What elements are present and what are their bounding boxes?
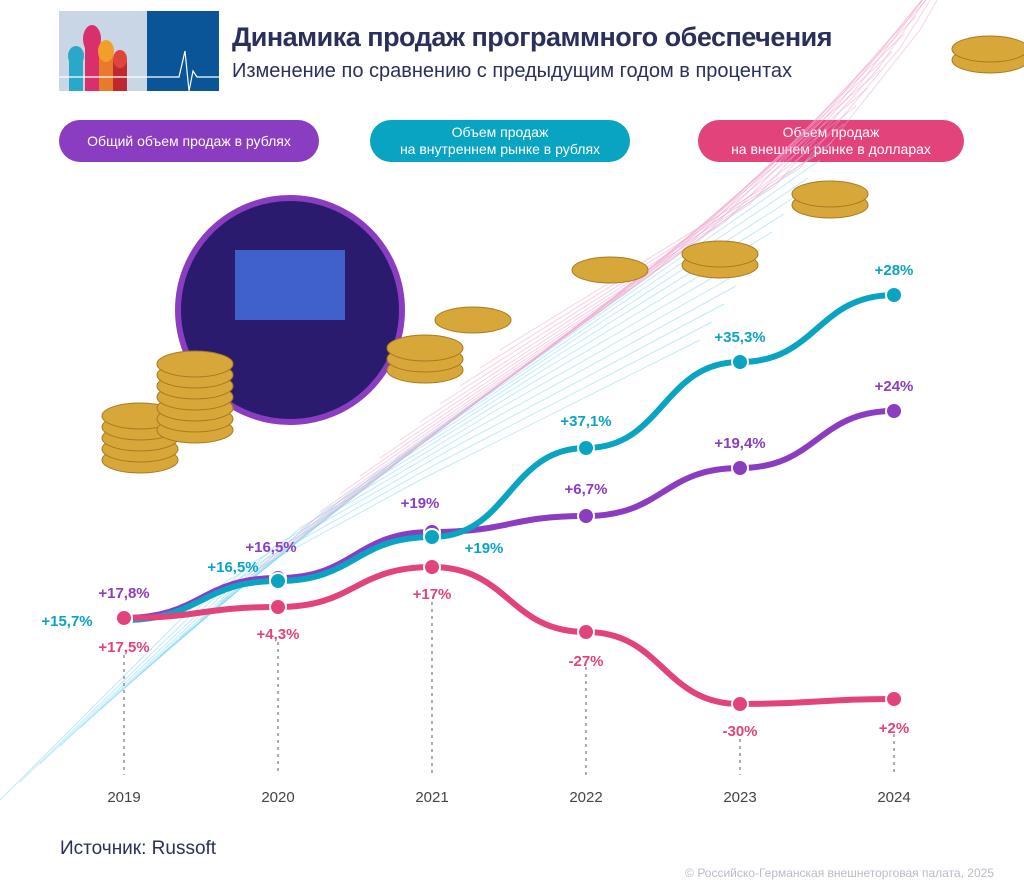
data-label: +17,8% [98,585,149,602]
legend-total: Общий объем продаж в рублях [59,120,319,162]
data-point [577,439,595,457]
data-label: +16,5% [245,539,296,556]
data-point [731,459,749,477]
data-label: +17,5% [98,639,149,656]
data-point [885,402,903,420]
coin-icon [951,35,1024,63]
circuit-line [39,303,725,765]
x-tick-label: 2022 [569,789,602,806]
legend-domestic: Объем продаж на внутреннем рынке в рубля… [370,120,630,162]
circuit-line [79,267,749,729]
data-point [885,286,903,304]
copyright: © Российско-Германская внешнеторговая па… [685,866,994,880]
logo [59,11,219,91]
series-line-1 [121,292,897,623]
data-label: +28% [875,262,914,279]
data-label: +19,4% [714,435,765,452]
data-label: +4,3% [257,626,300,643]
coin-icon [434,306,512,334]
legend-domestic-label: Объем продаж на внутреннем рынке в рубля… [399,124,601,157]
legend-total-label: Общий объем продаж в рублях [87,132,291,149]
data-label: +37,1% [560,413,611,430]
circuit-line [0,339,701,801]
data-label: +19% [465,540,504,557]
x-tick-label: 2024 [877,789,910,806]
data-label: +19% [401,495,440,512]
x-tick-label: 2021 [415,789,448,806]
data-label: +15,7% [41,613,92,630]
circuit-line [419,0,923,423]
coin-icon [156,350,234,378]
data-point [577,507,595,525]
circuit-line [19,321,713,783]
coin-icon [791,180,869,208]
circuit-line [59,285,737,747]
data-point [577,623,595,641]
legend-export: Объем продаж на внешнем рынке в долларах [698,120,964,162]
data-point [731,353,749,371]
data-point [115,609,133,627]
data-point [269,572,287,590]
x-tick-label: 2020 [261,789,294,806]
page-title: Динамика продаж программного обеспечения [232,22,833,52]
data-label: +16,5% [207,559,258,576]
source-note: Источник: Russoft [60,838,217,859]
data-label: +24% [875,378,914,395]
legend-export-label: Объем продаж на внешнем рынке в долларах [731,124,931,157]
x-tick-label: 2019 [107,789,140,806]
data-label: +17% [413,586,452,603]
data-point [423,558,441,576]
logo-cathedral-icon [59,25,219,91]
data-point [423,528,441,546]
data-point [269,598,287,616]
data-label: -27% [568,653,603,670]
x-tick-label: 2023 [723,789,756,806]
circuit-line [459,0,926,387]
data-point [885,690,903,708]
data-point [731,695,749,713]
data-label: +6,7% [565,481,608,498]
coin-icon [571,256,649,284]
circuit-line [399,0,924,441]
coin-icon [681,240,759,268]
page-subtitle: Изменение по сравнению с предыдущим годо… [232,60,792,82]
data-label: -30% [722,723,757,740]
laptop-screen [235,250,345,320]
circuit-line [439,0,924,405]
data-label: +35,3% [714,329,765,346]
circuit-line [339,33,905,495]
coin-icon [386,334,464,362]
circuit-line [499,0,938,351]
data-label: +2% [879,720,909,737]
circuit-line [319,51,893,513]
